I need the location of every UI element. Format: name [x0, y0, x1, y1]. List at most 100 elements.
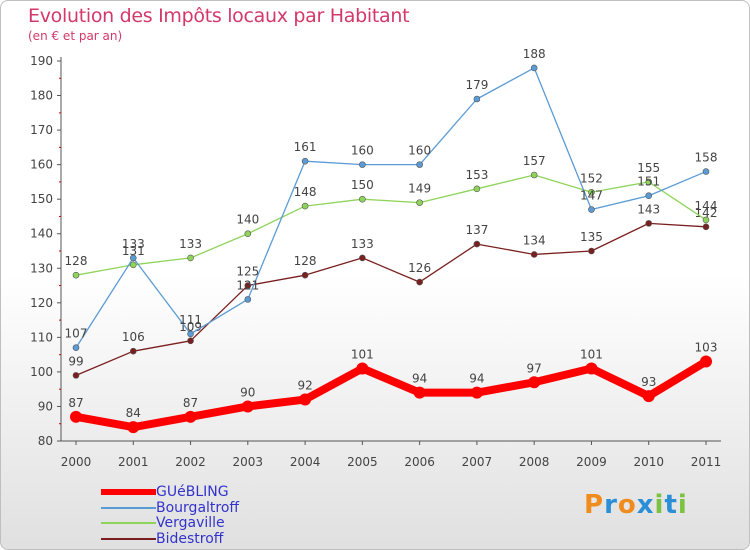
- data-point: [129, 261, 137, 269]
- data-label: 149: [408, 182, 431, 196]
- y-tick-label: 90: [38, 399, 53, 413]
- y-tick-label: 170: [30, 123, 53, 137]
- data-point: [299, 393, 312, 406]
- data-point: [359, 195, 366, 203]
- data-label: 161: [294, 140, 317, 154]
- data-label: 103: [695, 341, 718, 355]
- data-label: 140: [236, 213, 259, 227]
- y-tick-label: 120: [30, 296, 53, 310]
- data-label: 84: [126, 406, 141, 420]
- data-label: 160: [408, 144, 431, 158]
- y-tick-label: 150: [30, 192, 53, 206]
- logo-letter: r: [604, 490, 618, 520]
- data-label: 151: [637, 175, 660, 189]
- data-label: 144: [695, 199, 718, 213]
- data-point: [72, 372, 80, 379]
- x-tick-label: 2010: [633, 455, 664, 469]
- x-tick-label: 2007: [462, 455, 493, 469]
- data-label: 179: [465, 78, 488, 92]
- data-point: [244, 296, 252, 303]
- data-point: [187, 254, 194, 262]
- legend-item-guebling: GUéBLING: [101, 484, 301, 500]
- data-label: 93: [641, 375, 656, 389]
- data-point: [585, 362, 598, 375]
- data-label: 147: [580, 189, 603, 203]
- y-tick-label: 110: [30, 330, 53, 344]
- data-point: [129, 254, 137, 262]
- data-label: 106: [122, 330, 145, 344]
- data-point: [588, 247, 595, 255]
- data-point: [413, 386, 426, 399]
- legend-swatch: [101, 538, 156, 540]
- data-label: 133: [122, 237, 145, 251]
- data-point: [473, 95, 481, 103]
- data-point: [642, 390, 655, 403]
- legend-swatch: [101, 507, 156, 509]
- legend-item-bidestroff: Bidestroff: [101, 531, 301, 547]
- data-label: 94: [412, 372, 427, 386]
- data-label: 137: [465, 223, 488, 237]
- x-tick-label: 2000: [61, 455, 92, 469]
- data-label: 87: [183, 396, 198, 410]
- data-label: 153: [465, 168, 488, 182]
- data-label: 143: [637, 202, 660, 216]
- data-label: 188: [523, 47, 546, 61]
- data-point: [184, 410, 197, 423]
- chart-subtitle: (en € et par an): [28, 29, 123, 43]
- x-tick-label: 2003: [233, 455, 264, 469]
- data-point: [700, 355, 712, 368]
- data-label: 157: [523, 154, 546, 168]
- data-point: [187, 330, 194, 338]
- data-point: [416, 278, 423, 286]
- y-tick-label: 160: [30, 158, 53, 172]
- data-point: [244, 282, 252, 289]
- proxiti-logo: Proxiti: [584, 490, 688, 520]
- logo-letter: i: [654, 490, 665, 520]
- data-label: 160: [351, 144, 374, 158]
- data-point: [470, 386, 483, 399]
- data-label: 97: [527, 361, 542, 375]
- data-point: [645, 192, 653, 200]
- legend-swatch: [101, 489, 156, 495]
- data-label: 126: [408, 261, 431, 275]
- data-point: [530, 251, 538, 258]
- data-point: [244, 230, 252, 238]
- x-tick-label: 2008: [519, 455, 550, 469]
- data-point: [356, 362, 369, 375]
- data-point: [530, 171, 538, 179]
- data-label: 94: [469, 372, 484, 386]
- x-tick-label: 2001: [118, 455, 149, 469]
- legend-label: GUéBLING: [156, 484, 229, 500]
- data-point: [702, 223, 710, 231]
- logo-letter: o: [617, 490, 637, 520]
- data-label: 131: [122, 244, 145, 258]
- legend-label: Vergaville: [156, 515, 225, 531]
- data-label: 87: [68, 396, 83, 410]
- x-tick-label: 2011: [691, 455, 722, 469]
- data-point: [528, 376, 541, 389]
- series-line: [75, 174, 707, 276]
- data-label: 152: [580, 171, 603, 185]
- data-label: 128: [65, 254, 88, 268]
- y-tick-label: 190: [30, 54, 53, 68]
- data-point: [301, 202, 309, 210]
- data-point: [588, 188, 595, 196]
- data-point: [70, 410, 82, 423]
- data-point: [473, 240, 481, 248]
- data-label: 134: [523, 233, 546, 247]
- data-point: [129, 347, 137, 355]
- data-label: 128: [294, 254, 317, 268]
- data-point: [127, 421, 140, 434]
- data-label: 155: [637, 161, 660, 175]
- series-line: [75, 67, 707, 349]
- x-tick-label: 2009: [576, 455, 607, 469]
- data-label: 133: [351, 237, 374, 251]
- y-tick-label: 140: [30, 227, 53, 241]
- data-point: [473, 185, 481, 193]
- data-point: [645, 178, 653, 186]
- logo-letter: x: [636, 490, 655, 520]
- data-point: [416, 161, 423, 168]
- data-label: 111: [179, 313, 202, 327]
